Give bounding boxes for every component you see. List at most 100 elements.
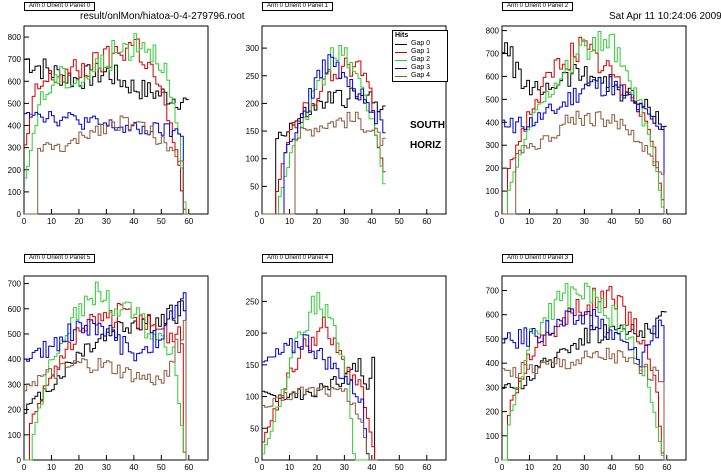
x-tick-label: 10 [47, 463, 56, 472]
y-tick-label: 300 [486, 383, 500, 392]
y-tick-label: 700 [486, 50, 500, 59]
panel-tag-0: Arm 0 Orient 0 Panel 0 [24, 2, 96, 11]
y-tick-label: 250 [246, 297, 260, 306]
panel-tag-2: Arm 0 Orient 0 Panel 2 [502, 2, 574, 11]
chart-panel: 0 50 100 150 200 250 0 10 20 30 40 50 60 [246, 275, 447, 472]
x-tick-label: 40 [129, 463, 138, 472]
y-tick-label: 400 [486, 118, 500, 127]
y-tick-label: 400 [8, 122, 22, 131]
x-tick-label: 0 [500, 463, 505, 472]
x-tick-label: 50 [635, 217, 644, 226]
y-tick-label: 100 [8, 188, 22, 197]
x-tick-label: 50 [395, 463, 404, 472]
x-tick-label: 40 [367, 217, 376, 226]
y-tick-label: 100 [486, 187, 500, 196]
y-tick-label: 0 [17, 210, 22, 219]
y-tick-label: 600 [486, 72, 500, 81]
y-tick-label: 50 [250, 424, 259, 433]
y-tick-label: 200 [246, 329, 260, 338]
x-tick-label: 40 [129, 217, 138, 226]
x-tick-label: 0 [260, 463, 265, 472]
series-line [502, 110, 667, 215]
y-tick-label: 300 [8, 380, 22, 389]
y-tick-label: 50 [250, 182, 259, 191]
x-tick-label: 30 [340, 463, 349, 472]
x-tick-label: 10 [285, 463, 294, 472]
series-line [262, 54, 386, 215]
x-tick-label: 40 [607, 463, 616, 472]
x-tick-label: 30 [580, 463, 589, 472]
y-tick-label: 200 [486, 164, 500, 173]
y-tick-label: 150 [246, 361, 260, 370]
series-line [24, 38, 189, 215]
y-tick-label: 200 [246, 99, 260, 108]
run-file-label: result/onlMon/hiatoa-0-4-279796.root [80, 11, 245, 22]
legend-entry-gap0: Gap 0 [395, 40, 445, 48]
y-tick-label: 0 [495, 210, 500, 219]
legend-entry-gap2: Gap 2 [395, 56, 445, 64]
y-tick-label: 150 [246, 127, 260, 136]
panel-tag-4: Arm 0 Orient 0 Panel 4 [262, 254, 334, 263]
legend-entry-gap3: Gap 3 [395, 64, 445, 72]
y-tick-label: 100 [246, 155, 260, 164]
x-tick-label: 0 [260, 217, 265, 226]
y-tick-label: 600 [486, 311, 500, 320]
x-tick-label: 30 [340, 217, 349, 226]
series-line [24, 303, 189, 461]
y-tick-label: 600 [8, 77, 22, 86]
y-tick-label: 0 [17, 456, 22, 465]
y-tick-label: 300 [486, 141, 500, 150]
chart-panel: 0 100 200 300 400 500 600 700 800 0 10 20 30 40 50 60 [486, 25, 687, 226]
x-tick-label: 0 [22, 217, 27, 226]
legend: Hits Gap 0 Gap 1 Gap 2 Gap 3 Gap 4 [392, 30, 448, 82]
chart-panel: 0 100 200 300 400 500 600 700 800 0 10 20 30 40 50 60 [8, 25, 209, 226]
annotation-south: SOUTH [410, 120, 445, 131]
y-tick-label: 800 [8, 33, 22, 42]
series-line [502, 31, 667, 215]
x-tick-label: 30 [102, 217, 111, 226]
y-tick-label: 500 [8, 99, 22, 108]
y-tick-label: 0 [255, 210, 260, 219]
y-tick-label: 0 [495, 456, 500, 465]
y-tick-label: 200 [8, 166, 22, 175]
y-tick-label: 400 [486, 359, 500, 368]
y-tick-label: 300 [8, 144, 22, 153]
series-line [262, 292, 378, 461]
x-tick-label: 20 [74, 463, 83, 472]
series-line [24, 115, 189, 215]
panel-tag-1: Arm 0 Orient 0 Panel 1 [262, 2, 334, 11]
y-tick-label: 300 [246, 44, 260, 53]
y-tick-label: 800 [486, 27, 500, 36]
x-tick-label: 0 [22, 463, 27, 472]
x-tick-label: 60 [662, 463, 671, 472]
series-line [262, 334, 378, 461]
legend-label: Gap 0 [411, 40, 431, 47]
panel-tag-5: Arm 0 Orient 0 Panel 5 [24, 254, 96, 263]
y-tick-label: 700 [8, 280, 22, 289]
y-tick-label: 700 [8, 55, 22, 64]
y-tick-label: 200 [486, 408, 500, 417]
x-tick-label: 60 [184, 217, 193, 226]
series-line [502, 308, 667, 461]
x-tick-label: 50 [157, 217, 166, 226]
y-tick-label: 600 [8, 305, 22, 314]
timestamp-label: Sat Apr 11 10:24:06 2009 [609, 11, 721, 22]
x-tick-label: 10 [47, 217, 56, 226]
series-line [24, 281, 189, 461]
panel-tag-3: Arm 0 Orient 0 Panel 3 [502, 254, 574, 263]
legend-title: Hits [395, 32, 409, 39]
y-tick-label: 100 [8, 431, 22, 440]
x-tick-label: 20 [74, 217, 83, 226]
legend-label: Gap 2 [411, 56, 431, 63]
series-line [502, 311, 667, 390]
x-tick-label: 10 [285, 217, 294, 226]
series-line [262, 111, 386, 215]
x-tick-label: 50 [157, 463, 166, 472]
y-tick-label: 500 [486, 95, 500, 104]
x-tick-label: 0 [500, 217, 505, 226]
chart-panel: 0 100 200 300 400 500 600 700 0 10 20 30 40 50 60 [486, 275, 687, 472]
x-tick-label: 30 [580, 217, 589, 226]
series-line [24, 33, 189, 215]
series-line [502, 76, 667, 215]
series-line [502, 347, 667, 461]
